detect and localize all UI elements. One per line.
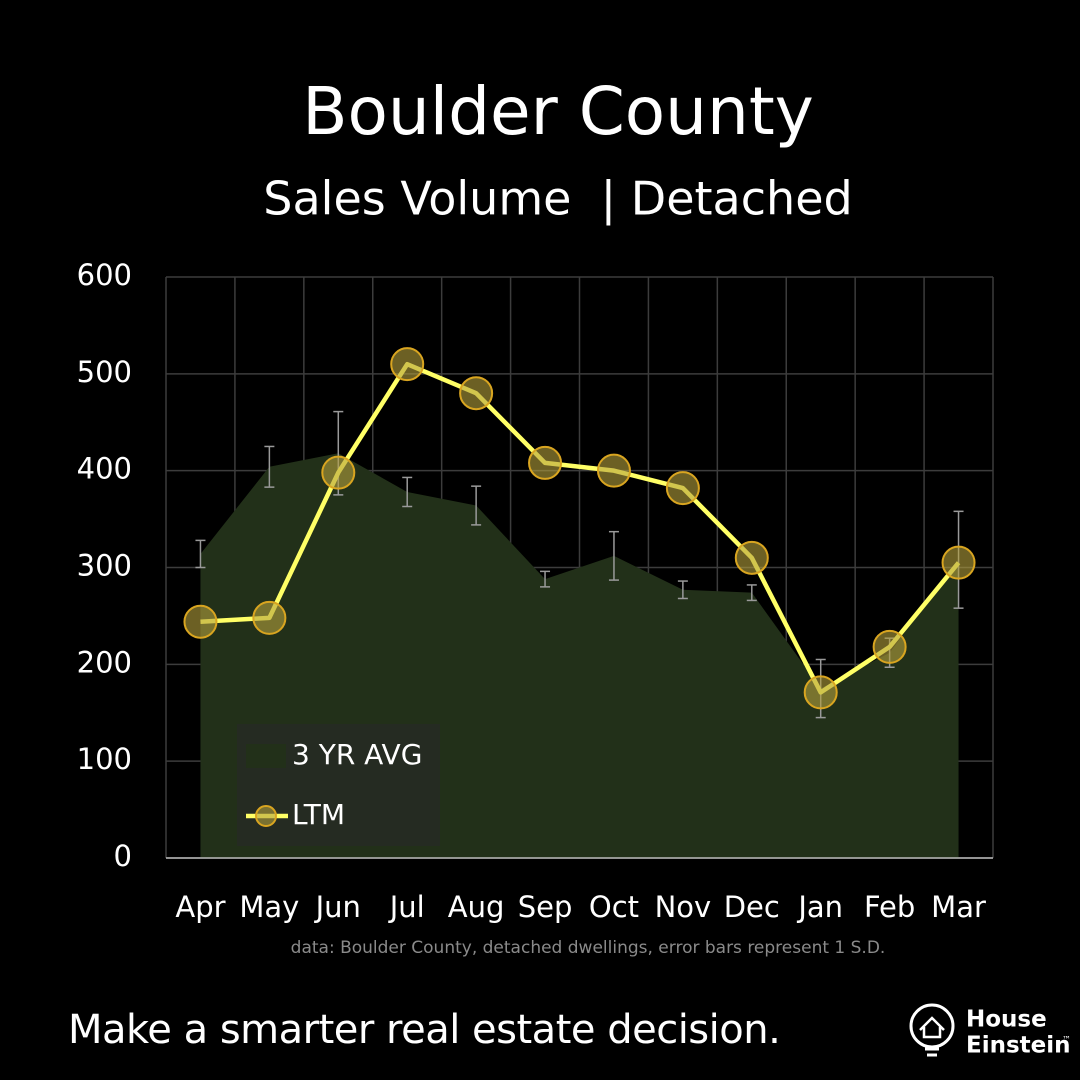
marker [872, 629, 907, 664]
x-tick-label: Mar [931, 890, 986, 924]
marker [252, 600, 287, 635]
error-bar [264, 445, 275, 488]
marker [665, 471, 700, 506]
error-bar [195, 539, 206, 569]
marker [734, 540, 769, 575]
legend-label: 3 YR AVG [292, 738, 422, 771]
x-tick-label: Sep [518, 890, 573, 924]
y-tick-label: 600 [77, 258, 132, 292]
error-bar [540, 570, 551, 588]
y-tick-label: 300 [77, 549, 132, 583]
error-bar [471, 485, 482, 526]
marker [321, 455, 356, 490]
marker [183, 604, 218, 639]
legend-label: LTM [292, 798, 345, 831]
x-tick-label: Feb [864, 890, 915, 924]
brand-logo: House Einstein ™ [909, 1003, 1071, 1059]
brand-line: Einstein [966, 1033, 1071, 1059]
error-bar [746, 584, 757, 602]
chart-title: Boulder County [302, 73, 814, 150]
x-tick-label: Aug [448, 890, 505, 924]
y-tick-label: 0 [114, 839, 132, 873]
error-bar [402, 476, 413, 508]
x-tick-label: Dec [724, 890, 780, 924]
error-bar [677, 580, 688, 600]
legend-swatch [246, 744, 286, 768]
x-tick-label: Jun [314, 890, 361, 924]
marker [459, 376, 494, 411]
legend-swatch-marker [255, 805, 277, 827]
y-tick-label: 200 [77, 645, 132, 679]
marker [390, 347, 425, 382]
x-tick-label: Apr [175, 890, 225, 924]
y-tick-label: 100 [77, 742, 132, 776]
legend: 3 YR AVG LTM [237, 724, 440, 846]
x-tick-label: Oct [589, 890, 639, 924]
tagline: Make a smarter real estate decision. [68, 1007, 780, 1053]
marker [941, 545, 976, 580]
logo-house [919, 1016, 945, 1039]
x-tick-label: May [239, 890, 299, 924]
marker [528, 445, 563, 480]
brand-line: House [966, 1007, 1047, 1033]
marker [596, 453, 631, 488]
marker [803, 675, 838, 710]
x-tick-label: Jan [796, 890, 843, 924]
chart-subtitle: Sales Volume | Detached [263, 172, 852, 227]
y-tick-label: 400 [77, 452, 132, 486]
trademark: ™ [1062, 1036, 1071, 1046]
logo-bulb [909, 1003, 955, 1049]
x-tick-label: Nov [655, 890, 712, 924]
y-tick-label: 500 [77, 355, 132, 389]
error-bar [608, 530, 619, 581]
x-tick-label: Jul [388, 890, 425, 924]
logo-base [925, 1047, 939, 1057]
source-note: data: Boulder County, detached dwellings… [291, 938, 886, 958]
